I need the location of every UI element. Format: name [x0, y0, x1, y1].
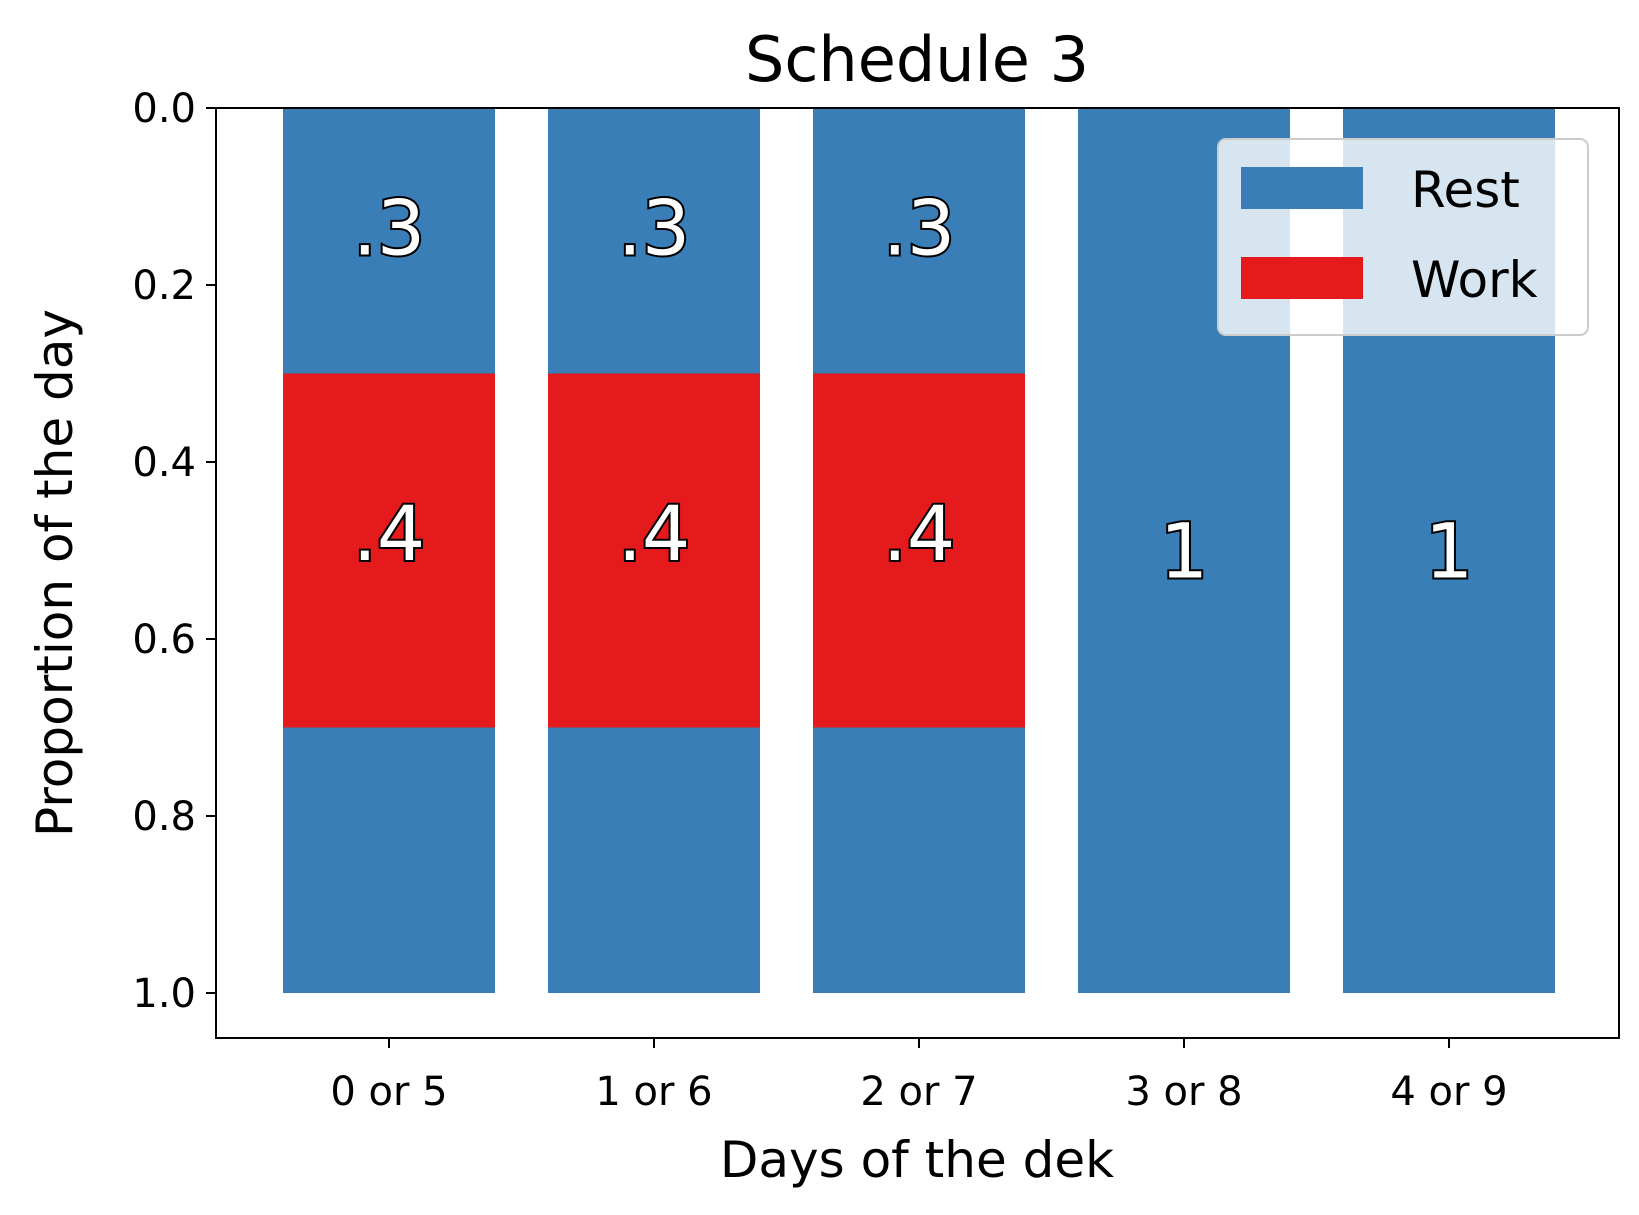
bar-rest-1-2: [548, 727, 760, 993]
legend-swatch-rest: [1241, 167, 1363, 209]
bar-work-2-1: [813, 373, 1025, 728]
bar-rest-1-0: [548, 108, 760, 374]
bar-work-0-1: [283, 373, 495, 728]
legend-swatch-work: [1241, 257, 1363, 299]
x-tick-label: 2 or 7: [860, 1069, 977, 1115]
x-axis-label: Days of the dek: [720, 1131, 1114, 1189]
bar-rest-0-2: [283, 727, 495, 993]
bar-rest-0-0: [283, 108, 495, 374]
y-axis-label: Proportion of the day: [26, 309, 84, 837]
x-tick-label: 1 or 6: [595, 1069, 712, 1115]
x-tick-label: 0 or 5: [330, 1069, 447, 1115]
legend-label-rest: Rest: [1411, 161, 1520, 219]
legend-label-work: Work: [1411, 251, 1538, 309]
y-tick-label: 1.0: [132, 971, 196, 1017]
bar-value-label: .4: [353, 489, 426, 578]
bar-value-label: .3: [353, 183, 426, 272]
bar-work-1-1: [548, 373, 760, 728]
bar-value-label: 1: [1425, 507, 1473, 596]
bar-labels-group: .3 .4 .3 .4 .3 .4 1 1: [351, 181, 1475, 597]
chart-title: Schedule 3: [745, 23, 1089, 96]
plot-frame: [215, 107, 1620, 1039]
x-tick-label: 3 or 8: [1125, 1069, 1242, 1115]
bar-rest-2-0: [813, 108, 1025, 374]
y-axis: 0.0 0.2 0.4 0.6 0.8 1.0: [132, 86, 216, 1017]
bar-value-label: .3: [883, 183, 956, 272]
y-tick-label: 0.2: [132, 263, 196, 309]
y-tick-label: 0.8: [132, 794, 196, 840]
bar-value-label: 1: [1160, 507, 1208, 596]
bar-value-label: .3: [618, 183, 691, 272]
legend: Rest Work: [1217, 138, 1589, 336]
y-tick-label: 0.4: [132, 440, 196, 486]
bars-group: [283, 108, 1555, 993]
bar-rest-2-2: [813, 727, 1025, 993]
x-axis: 0 or 5 1 or 6 2 or 7 3 or 8 4 or 9: [330, 1038, 1508, 1115]
x-tick-label: 4 or 9: [1390, 1069, 1507, 1115]
bar-value-label: .4: [883, 489, 956, 578]
y-tick-label: 0.0: [132, 86, 196, 132]
y-tick-label: 0.6: [132, 617, 196, 663]
bar-value-label: .4: [618, 489, 691, 578]
